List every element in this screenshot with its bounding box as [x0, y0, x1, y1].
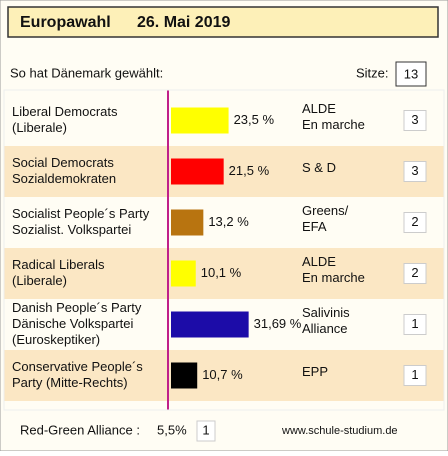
- seats: 1: [411, 316, 418, 331]
- footer-party: Red-Green Alliance :: [20, 422, 140, 437]
- title: Europawahl: [20, 14, 111, 31]
- party-name: Conservative People´s: [12, 359, 143, 374]
- seats: 1: [411, 367, 418, 382]
- row-stripe: [4, 350, 444, 401]
- group-name: Alliance: [302, 321, 348, 336]
- value-label: 13,2 %: [208, 214, 249, 229]
- seats: 3: [411, 163, 418, 178]
- bar: [171, 362, 198, 389]
- seats-box: [403, 314, 427, 335]
- value-label: 31,69 %: [254, 316, 302, 331]
- group-name: En marche: [302, 117, 365, 132]
- party-name: Sozialist. Volkspartei: [12, 222, 131, 237]
- seats-total: 13: [404, 66, 418, 81]
- party-name: Party (Mitte-Rechts): [12, 375, 128, 390]
- value-label: 10,7 %: [202, 367, 243, 382]
- row-stripe: [4, 248, 444, 299]
- value-label: 21,5 %: [229, 163, 270, 178]
- seats-label: Sitze:: [356, 65, 389, 80]
- group-name: S & D: [302, 160, 336, 175]
- seats-box: [196, 420, 216, 442]
- title-box: [7, 6, 439, 38]
- group-name: ALDE: [302, 101, 336, 116]
- seats-box: [403, 161, 427, 182]
- row-stripe: [4, 146, 444, 197]
- party-name: Liberal Democrats: [12, 104, 118, 119]
- date: 26. Mai 2019: [137, 14, 231, 31]
- party-name: Radical Liberals: [12, 257, 105, 272]
- value-label: 23,5 %: [234, 112, 275, 127]
- party-name: (Euroskeptiker): [12, 332, 100, 347]
- party-name: (Liberale): [12, 120, 67, 135]
- party-name: Danish People´s Party: [12, 300, 142, 315]
- intro: So hat Dänemark gewählt:: [10, 65, 163, 80]
- footer-seats: 1: [202, 422, 209, 437]
- rows: Liberal Democrats(Liberale)23,5 %ALDEEn …: [3, 89, 445, 411]
- seats: 2: [411, 265, 418, 280]
- bar: [171, 209, 204, 236]
- url: www.schule-studium.de: [281, 425, 398, 437]
- seats-box: [403, 263, 427, 284]
- seats-box: [403, 110, 427, 131]
- party-name: Sozialdemokraten: [12, 171, 116, 186]
- party-name: Socialist People´s Party: [12, 206, 150, 221]
- seats-box: [403, 212, 427, 233]
- party-name: (Liberale): [12, 273, 67, 288]
- group-name: Greens/: [302, 203, 349, 218]
- bar: [171, 158, 224, 185]
- seats-box: [403, 365, 427, 386]
- bar: [171, 260, 196, 287]
- value-label: 10,1 %: [201, 265, 242, 280]
- seats: 3: [411, 112, 418, 127]
- group-name: EFA: [302, 219, 327, 234]
- seats-box: [395, 61, 427, 87]
- bar: [171, 107, 229, 134]
- group-name: EPP: [302, 364, 328, 379]
- group-name: Salivinis: [302, 305, 350, 320]
- party-name: Social Democrats: [12, 155, 114, 170]
- footer-value: 5,5%: [157, 422, 187, 437]
- bar: [171, 311, 249, 338]
- seats: 2: [411, 214, 418, 229]
- outer-border: [3, 89, 445, 411]
- group-name: ALDE: [302, 254, 336, 269]
- group-name: En marche: [302, 270, 365, 285]
- party-name: Dänische Volkspartei: [12, 316, 134, 331]
